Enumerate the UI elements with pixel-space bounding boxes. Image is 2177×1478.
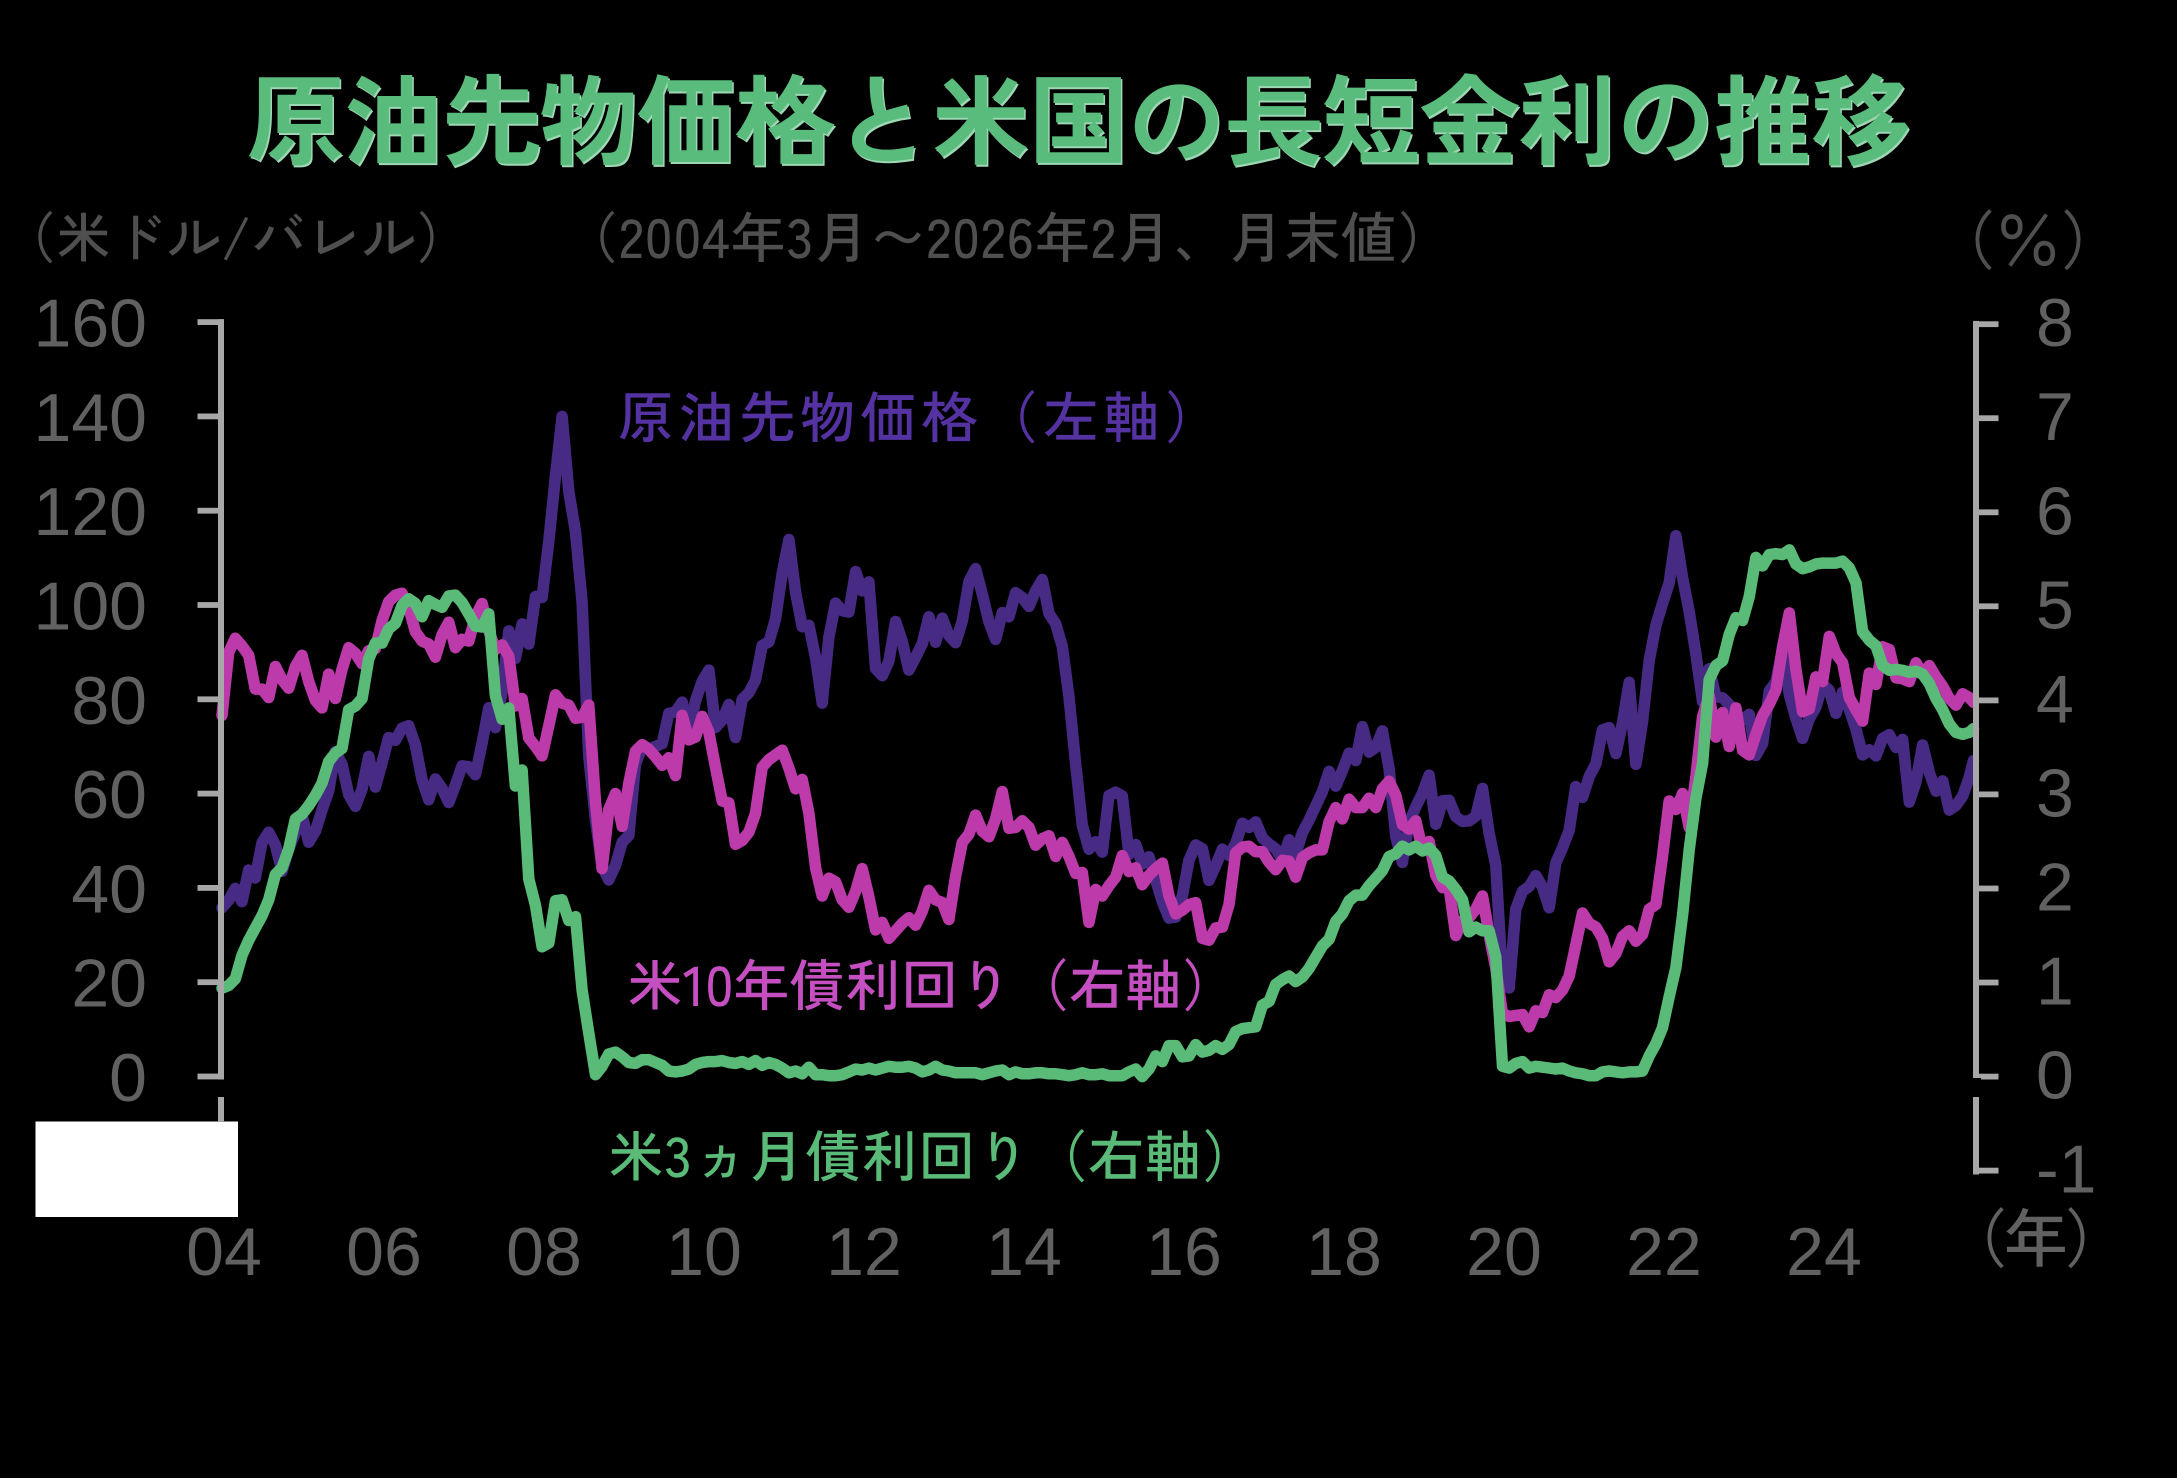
svg-text:1: 1 <box>2036 944 2074 1020</box>
svg-text:80: 80 <box>71 663 147 739</box>
svg-text:5: 5 <box>2036 567 2074 643</box>
svg-text:10: 10 <box>666 1214 742 1290</box>
svg-text:08: 08 <box>506 1214 582 1290</box>
svg-text:04: 04 <box>186 1214 262 1290</box>
svg-text:140: 140 <box>34 380 147 456</box>
svg-text:2: 2 <box>2036 850 2074 926</box>
svg-text:14: 14 <box>986 1214 1062 1290</box>
svg-text:160: 160 <box>34 286 147 362</box>
svg-text:20: 20 <box>71 946 147 1022</box>
svg-text:0: 0 <box>2036 1038 2074 1114</box>
svg-text:0: 0 <box>109 1040 147 1116</box>
svg-text:7: 7 <box>2036 379 2074 455</box>
svg-text:8: 8 <box>2036 285 2074 361</box>
svg-text:20: 20 <box>1466 1214 1542 1290</box>
svg-text:16: 16 <box>1146 1214 1222 1290</box>
svg-text:3: 3 <box>2036 755 2074 831</box>
svg-text:18: 18 <box>1306 1214 1382 1290</box>
svg-text:12: 12 <box>826 1214 902 1290</box>
svg-text:24: 24 <box>1786 1214 1862 1290</box>
svg-text:40: 40 <box>71 851 147 927</box>
svg-text:06: 06 <box>346 1214 422 1290</box>
svg-text:120: 120 <box>34 474 147 550</box>
svg-text:6: 6 <box>2036 473 2074 549</box>
svg-text:60: 60 <box>71 757 147 833</box>
svg-text:4: 4 <box>2036 661 2074 737</box>
svg-text:-1: -1 <box>2036 1132 2096 1208</box>
svg-text:22: 22 <box>1626 1214 1702 1290</box>
svg-text:100: 100 <box>34 569 147 645</box>
